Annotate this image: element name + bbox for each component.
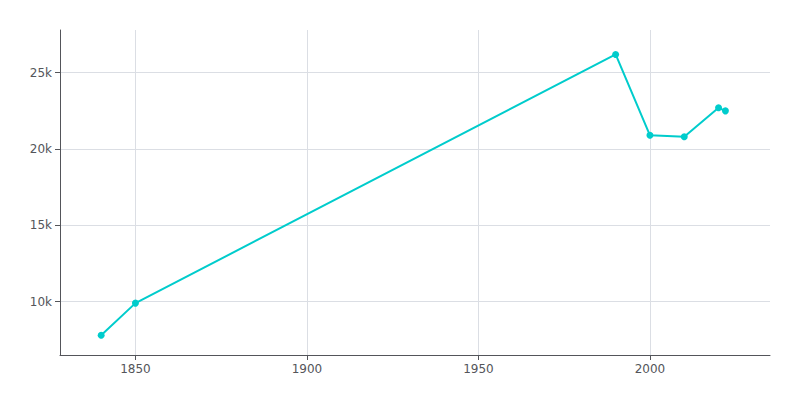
svg-text:20k: 20k [30, 142, 52, 156]
svg-text:10k: 10k [30, 295, 52, 309]
svg-text:1850: 1850 [120, 362, 151, 376]
svg-text:1950: 1950 [463, 362, 494, 376]
svg-text:2000: 2000 [635, 362, 666, 376]
svg-text:25k: 25k [30, 66, 52, 80]
svg-text:1900: 1900 [292, 362, 323, 376]
svg-text:15k: 15k [30, 218, 52, 232]
